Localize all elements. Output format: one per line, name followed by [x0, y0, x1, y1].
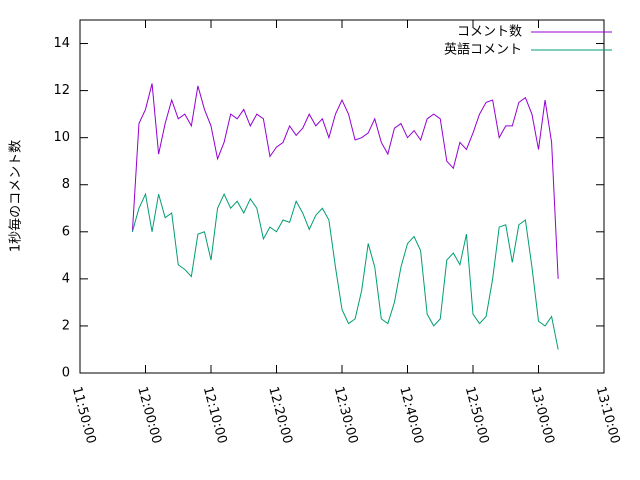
legend-label: 英語コメント: [444, 42, 522, 58]
x-tick-label: 11:50:00: [69, 385, 99, 445]
data-line: [131, 192, 559, 350]
x-tick-label: 12:30:00: [331, 385, 361, 445]
y-tick-label: 4: [62, 271, 70, 286]
legend-label: コメント数: [457, 25, 522, 40]
x-tick-label: 12:40:00: [396, 385, 426, 445]
y-tick-label: 14: [53, 36, 70, 51]
y-tick-label: 10: [53, 130, 70, 145]
y-tick-label: 8: [62, 177, 70, 192]
x-tick-label: 12:50:00: [462, 385, 492, 445]
y-tick-label: 0: [62, 366, 70, 381]
data-line: [131, 83, 559, 279]
y-tick-label: 12: [53, 83, 70, 98]
x-tick-label: 12:20:00: [265, 385, 295, 445]
y-axis-label: 1秒毎のコメント数: [8, 140, 24, 252]
x-tick-label: 13:10:00: [593, 385, 623, 445]
y-tick-label: 6: [62, 224, 70, 239]
x-tick-label: 13:00:00: [527, 385, 557, 445]
x-tick-label: 12:00:00: [134, 385, 164, 445]
y-tick-label: 2: [62, 318, 70, 333]
x-tick-label: 12:10:00: [200, 385, 230, 445]
